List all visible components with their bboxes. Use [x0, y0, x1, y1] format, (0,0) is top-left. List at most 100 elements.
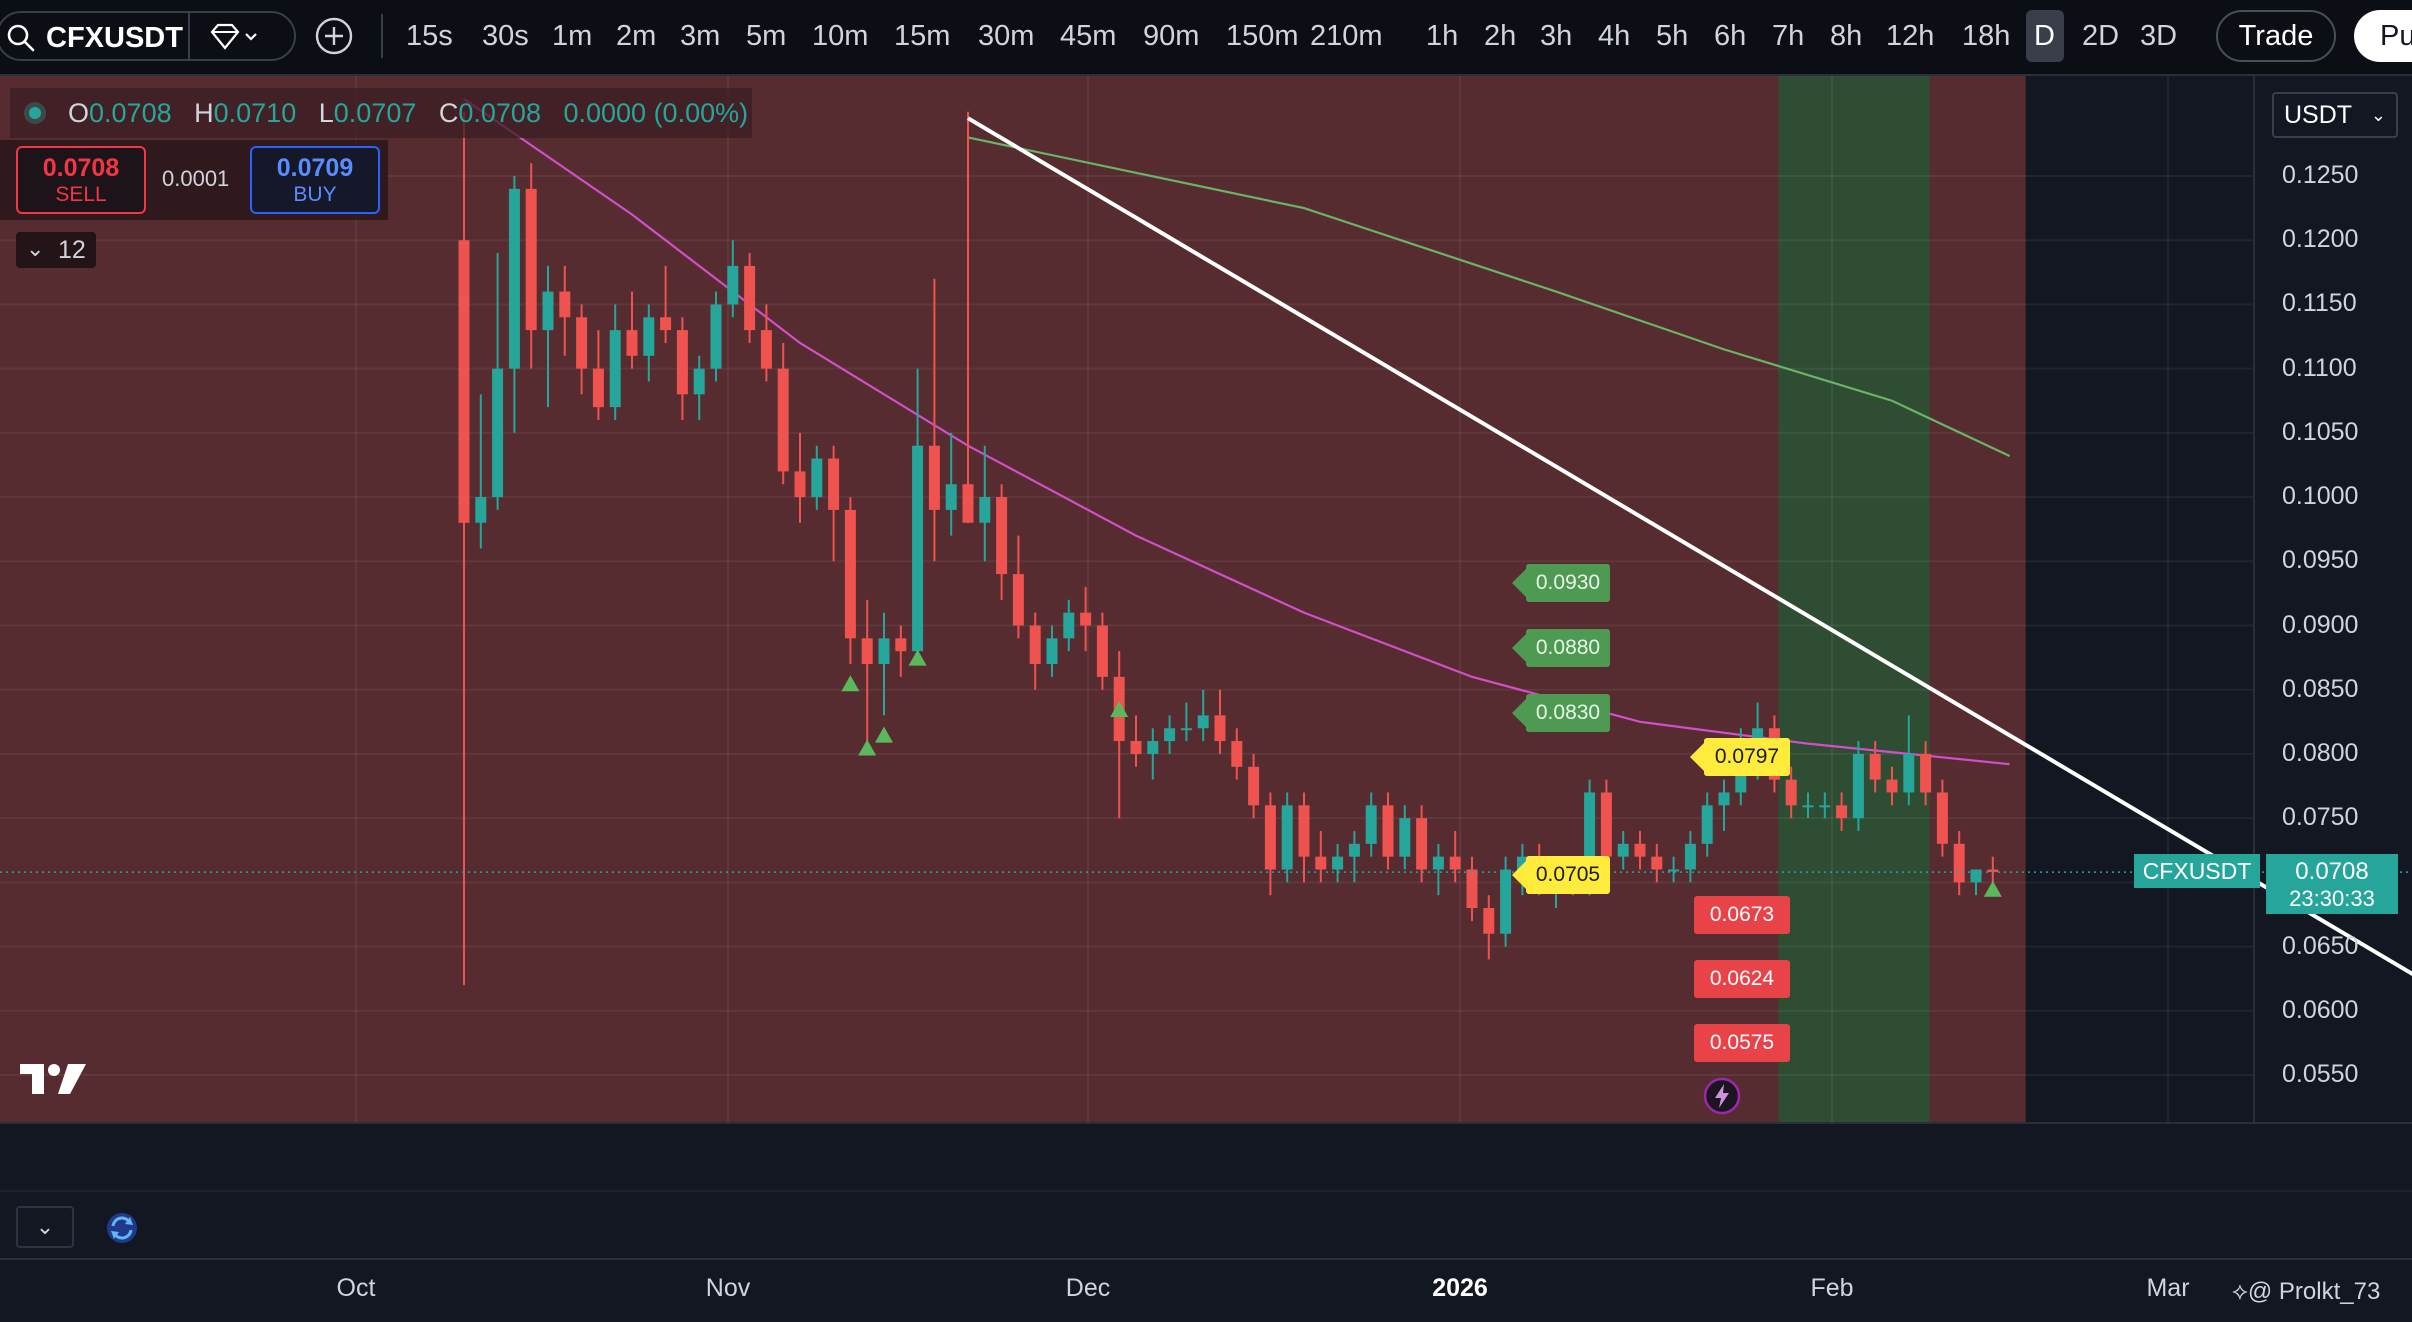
- timeframe-18h[interactable]: 18h: [1962, 20, 2011, 52]
- timeframe-2m[interactable]: 2m: [616, 20, 657, 52]
- candle-body: [1836, 805, 1848, 819]
- candle-body: [1600, 792, 1612, 857]
- candle-body: [1886, 779, 1898, 793]
- timeframe-D[interactable]: D: [2034, 20, 2055, 52]
- timeframe-5m[interactable]: 5m: [746, 20, 787, 52]
- candle-body: [1466, 869, 1478, 909]
- timeframe-3D[interactable]: 3D: [2140, 20, 2178, 52]
- candle-body: [962, 484, 974, 523]
- candle-body: [1584, 792, 1596, 883]
- trade-button[interactable]: Trade: [2216, 10, 2336, 62]
- collapse-panel-button[interactable]: ⌄: [16, 1206, 74, 1248]
- timeframe-5h[interactable]: 5h: [1656, 20, 1689, 52]
- close-key: C: [438, 98, 459, 128]
- add-symbol-icon[interactable]: [314, 16, 354, 56]
- timeframe-15s[interactable]: 15s: [406, 20, 453, 52]
- candle-body: [1903, 753, 1915, 793]
- candle-body: [1802, 805, 1814, 808]
- price-tick-label: 0.0600: [2282, 995, 2359, 1024]
- bar-countdown: 23:30:33: [2289, 886, 2375, 911]
- sell-button[interactable]: 0.0708 SELL: [16, 146, 146, 214]
- candle-body: [542, 291, 554, 331]
- candle-body: [1920, 753, 1932, 793]
- time-tick-label: Nov: [705, 1274, 751, 1302]
- buy-signal-marker: [841, 675, 860, 692]
- candle-body: [794, 471, 806, 498]
- timeframe-1h[interactable]: 1h: [1426, 20, 1459, 52]
- target-price-label: 0.0830: [1512, 694, 1610, 732]
- bottom-panel: ⌄: [0, 1122, 2412, 1322]
- candle-body: [1449, 856, 1461, 870]
- indicators-toggle-button[interactable]: ⌄ 12: [16, 232, 96, 268]
- timeframe-3h[interactable]: 3h: [1540, 20, 1573, 52]
- timeframe-150m[interactable]: 150m: [1226, 20, 1299, 52]
- gem-icon[interactable]: [208, 22, 260, 52]
- buy-signal-marker: [908, 649, 927, 666]
- tradingview-logo[interactable]: [20, 1060, 90, 1098]
- candle-body: [609, 330, 621, 408]
- change-value: 0.0000 (0.00%): [563, 98, 749, 128]
- publish-button[interactable]: Pu: [2354, 10, 2412, 62]
- candle-body: [1819, 805, 1831, 808]
- timeframe-6h[interactable]: 6h: [1714, 20, 1747, 52]
- spread-value: 0.0001: [162, 166, 230, 191]
- candle-body: [1718, 792, 1730, 806]
- timeframe-8h[interactable]: 8h: [1830, 20, 1863, 52]
- timeframe-15m[interactable]: 15m: [894, 20, 951, 52]
- chevron-down-icon: ⌄: [35, 1214, 55, 1239]
- ema-slow-line: [967, 136, 2011, 457]
- time-tick-label: Oct: [336, 1274, 376, 1302]
- stop-price-label: 0.0673: [1694, 896, 1790, 934]
- price-chart[interactable]: [0, 76, 2412, 1122]
- ohlc-legend: O0.0708 H0.0710 L0.0707 C0.0708 0.0000 (…: [10, 88, 752, 138]
- buy-button[interactable]: 0.0709 BUY: [250, 146, 380, 214]
- diamond-icon: ⟡: [2232, 1278, 2248, 1305]
- price-tick-label: 0.1150: [2282, 289, 2357, 318]
- time-axis[interactable]: Oct Nov Dec 2026 Feb Mar: [0, 1258, 2412, 1322]
- refresh-icon[interactable]: [100, 1208, 144, 1248]
- open-key: O: [68, 98, 90, 128]
- timeframe-45m[interactable]: 45m: [1060, 20, 1117, 52]
- candle-body: [828, 458, 840, 510]
- candle-body: [1332, 856, 1344, 870]
- open-value: 0.0708: [89, 98, 172, 128]
- symbol-search[interactable]: CFXUSDT: [0, 11, 296, 61]
- candle-body: [1970, 869, 1982, 883]
- sell-price: 0.0708: [42, 154, 120, 182]
- timeframe-210m[interactable]: 210m: [1310, 20, 1383, 52]
- candle-body: [1852, 753, 1864, 819]
- candle-body: [1029, 625, 1041, 665]
- lightning-icon[interactable]: [1702, 1076, 1742, 1116]
- price-tick-label: 0.0850: [2282, 674, 2359, 703]
- last-price-value: 0.0708: [2295, 858, 2369, 885]
- target-price-label: 0.0880: [1512, 629, 1610, 667]
- candle-body: [1130, 741, 1142, 754]
- timeframe-30s[interactable]: 30s: [482, 20, 529, 52]
- candle-body: [744, 265, 756, 331]
- timeframe-7h[interactable]: 7h: [1772, 20, 1805, 52]
- chart-pane[interactable]: [0, 76, 2412, 1320]
- timeframe-90m[interactable]: 90m: [1143, 20, 1200, 52]
- timeframe-1m[interactable]: 1m: [552, 20, 593, 52]
- timeframe-30m[interactable]: 30m: [978, 20, 1035, 52]
- timeframe-10m[interactable]: 10m: [812, 20, 869, 52]
- currency-select[interactable]: USDT ⌄: [2272, 92, 2398, 138]
- candle-body: [1147, 741, 1159, 754]
- price-tick-label: 0.0900: [2282, 610, 2359, 639]
- candle-body: [1197, 715, 1209, 729]
- timeframe-3m[interactable]: 3m: [680, 20, 721, 52]
- candle-body: [576, 317, 588, 369]
- timeframe-12h[interactable]: 12h: [1886, 20, 1935, 52]
- timeframe-2h[interactable]: 2h: [1484, 20, 1517, 52]
- timeframe-2D[interactable]: 2D: [2082, 20, 2120, 52]
- active-timeframe-highlight: [2026, 10, 2064, 62]
- timeframe-4h[interactable]: 4h: [1598, 20, 1631, 52]
- watermark-text: @ Prolkt_73: [2247, 1278, 2381, 1305]
- quick-trade-panel: 0.0708 SELL 0.0001 0.0709 BUY: [0, 140, 388, 220]
- author-watermark: ⟡@ Prolkt_73: [2232, 1278, 2380, 1306]
- candle-body: [928, 445, 940, 510]
- price-tick-label: 0.0750: [2282, 803, 2359, 832]
- buy-signal-marker: [1983, 880, 2002, 897]
- candle-body: [1987, 869, 1999, 873]
- candle-body: [559, 291, 571, 318]
